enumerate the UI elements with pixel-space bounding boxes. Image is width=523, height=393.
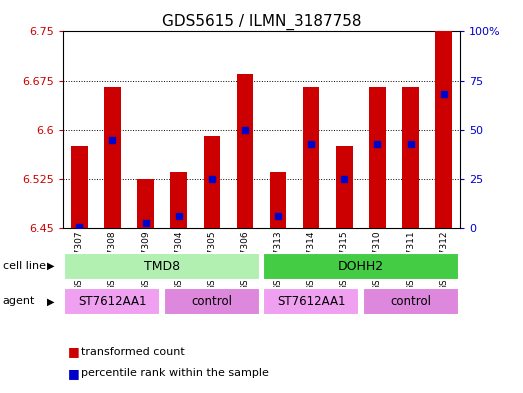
- Bar: [402, 87, 419, 228]
- Text: ▶: ▶: [48, 296, 55, 307]
- Bar: [369, 87, 385, 228]
- Text: control: control: [390, 295, 431, 308]
- Text: transformed count: transformed count: [81, 347, 185, 357]
- FancyBboxPatch shape: [362, 288, 459, 315]
- Bar: [236, 74, 253, 228]
- Bar: [170, 172, 187, 228]
- Bar: [336, 146, 353, 228]
- Bar: [303, 87, 320, 228]
- Text: ▶: ▶: [48, 261, 55, 271]
- FancyBboxPatch shape: [64, 253, 260, 279]
- FancyBboxPatch shape: [164, 288, 260, 315]
- Text: ST7612AA1: ST7612AA1: [78, 295, 146, 308]
- Text: agent: agent: [3, 296, 35, 307]
- Bar: [435, 31, 452, 228]
- FancyBboxPatch shape: [263, 253, 459, 279]
- Bar: [104, 87, 121, 228]
- Text: cell line: cell line: [3, 261, 46, 271]
- Text: ■: ■: [68, 367, 79, 380]
- Text: ■: ■: [68, 345, 79, 358]
- Bar: [270, 172, 287, 228]
- FancyBboxPatch shape: [64, 288, 161, 315]
- Bar: [71, 146, 87, 228]
- Text: ST7612AA1: ST7612AA1: [277, 295, 345, 308]
- Title: GDS5615 / ILMN_3187758: GDS5615 / ILMN_3187758: [162, 14, 361, 30]
- Text: TMD8: TMD8: [144, 260, 180, 273]
- Text: DOHH2: DOHH2: [338, 260, 384, 273]
- Bar: [137, 179, 154, 228]
- Bar: [203, 136, 220, 228]
- Text: control: control: [191, 295, 232, 308]
- FancyBboxPatch shape: [263, 288, 359, 315]
- Text: percentile rank within the sample: percentile rank within the sample: [81, 368, 269, 378]
